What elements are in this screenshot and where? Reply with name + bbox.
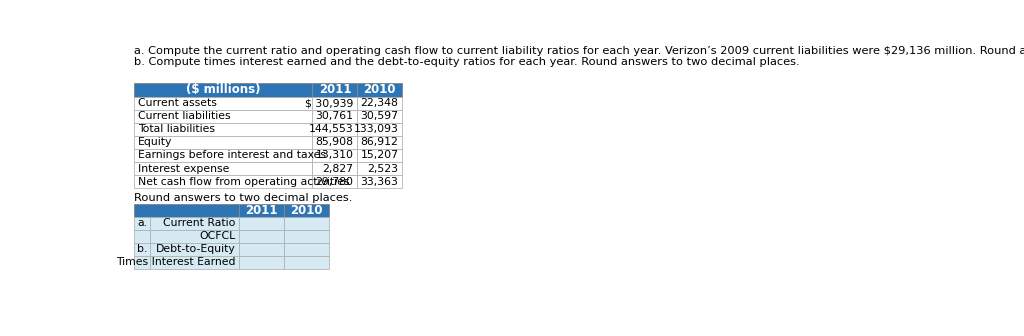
Bar bbox=[239, 204, 284, 217]
Text: Total liabilities: Total liabilities bbox=[138, 124, 215, 134]
Bar bbox=[357, 110, 402, 123]
Text: 144,553: 144,553 bbox=[309, 124, 353, 134]
Text: b. Compute times interest earned and the debt-to-equity ratios for each year. Ro: b. Compute times interest earned and the… bbox=[134, 57, 800, 67]
Text: b.: b. bbox=[137, 244, 147, 254]
Text: Earnings before interest and taxes: Earnings before interest and taxes bbox=[138, 151, 326, 160]
Bar bbox=[134, 217, 150, 230]
Text: 29,780: 29,780 bbox=[315, 177, 353, 186]
Bar bbox=[134, 230, 150, 243]
Text: Current Ratio: Current Ratio bbox=[164, 218, 236, 228]
Text: 2010: 2010 bbox=[364, 83, 396, 96]
Text: Times Interest Earned: Times Interest Earned bbox=[117, 257, 236, 267]
Bar bbox=[357, 136, 402, 149]
Text: 2010: 2010 bbox=[290, 204, 323, 217]
Bar bbox=[312, 136, 357, 149]
Text: OCFCL: OCFCL bbox=[200, 231, 236, 241]
Bar bbox=[134, 256, 150, 269]
Bar bbox=[134, 175, 312, 188]
Text: Net cash flow from operating activities: Net cash flow from operating activities bbox=[138, 177, 349, 186]
Bar bbox=[134, 110, 312, 123]
Text: Current liabilities: Current liabilities bbox=[138, 111, 230, 121]
Bar bbox=[284, 243, 329, 256]
Bar bbox=[150, 256, 239, 269]
Bar bbox=[357, 96, 402, 110]
Text: 133,093: 133,093 bbox=[353, 124, 398, 134]
Text: 2011: 2011 bbox=[245, 204, 278, 217]
Bar bbox=[357, 149, 402, 162]
Bar bbox=[150, 230, 239, 243]
Bar bbox=[134, 83, 312, 96]
Bar bbox=[134, 149, 312, 162]
Bar bbox=[239, 256, 284, 269]
Bar bbox=[284, 230, 329, 243]
Bar bbox=[150, 243, 239, 256]
Text: Current assets: Current assets bbox=[138, 98, 217, 108]
Bar bbox=[357, 175, 402, 188]
Bar bbox=[357, 123, 402, 136]
Bar bbox=[312, 175, 357, 188]
Bar bbox=[284, 204, 329, 217]
Bar bbox=[239, 217, 284, 230]
Text: a. Compute the current ratio and operating cash flow to current liability ratios: a. Compute the current ratio and operati… bbox=[134, 46, 1024, 56]
Text: 13,310: 13,310 bbox=[315, 151, 353, 160]
Bar bbox=[284, 217, 329, 230]
Bar bbox=[312, 162, 357, 175]
Text: 85,908: 85,908 bbox=[315, 137, 353, 148]
Bar bbox=[312, 123, 357, 136]
Text: 86,912: 86,912 bbox=[360, 137, 398, 148]
Text: 2011: 2011 bbox=[318, 83, 351, 96]
Bar bbox=[357, 162, 402, 175]
Text: 15,207: 15,207 bbox=[360, 151, 398, 160]
Text: ($ millions): ($ millions) bbox=[186, 83, 260, 96]
Text: 30,761: 30,761 bbox=[315, 111, 353, 121]
Text: Debt-to-Equity: Debt-to-Equity bbox=[156, 244, 236, 254]
Text: $ 30,939: $ 30,939 bbox=[305, 98, 353, 108]
Text: a.: a. bbox=[137, 218, 147, 228]
Bar bbox=[134, 96, 312, 110]
Bar bbox=[134, 204, 239, 217]
Bar bbox=[239, 243, 284, 256]
Bar bbox=[134, 136, 312, 149]
Bar bbox=[312, 110, 357, 123]
Text: 30,597: 30,597 bbox=[360, 111, 398, 121]
Text: Interest expense: Interest expense bbox=[138, 164, 229, 173]
Bar bbox=[284, 256, 329, 269]
Bar bbox=[239, 230, 284, 243]
Text: 2,827: 2,827 bbox=[323, 164, 353, 173]
Text: 2,523: 2,523 bbox=[368, 164, 398, 173]
Text: 22,348: 22,348 bbox=[360, 98, 398, 108]
Bar bbox=[357, 83, 402, 96]
Text: Equity: Equity bbox=[138, 137, 172, 148]
Bar bbox=[134, 243, 150, 256]
Bar bbox=[312, 149, 357, 162]
Bar bbox=[134, 123, 312, 136]
Text: Round answers to two decimal places.: Round answers to two decimal places. bbox=[134, 193, 352, 203]
Bar bbox=[312, 96, 357, 110]
Text: 33,363: 33,363 bbox=[360, 177, 398, 186]
Bar bbox=[312, 83, 357, 96]
Bar bbox=[134, 162, 312, 175]
Bar bbox=[150, 217, 239, 230]
